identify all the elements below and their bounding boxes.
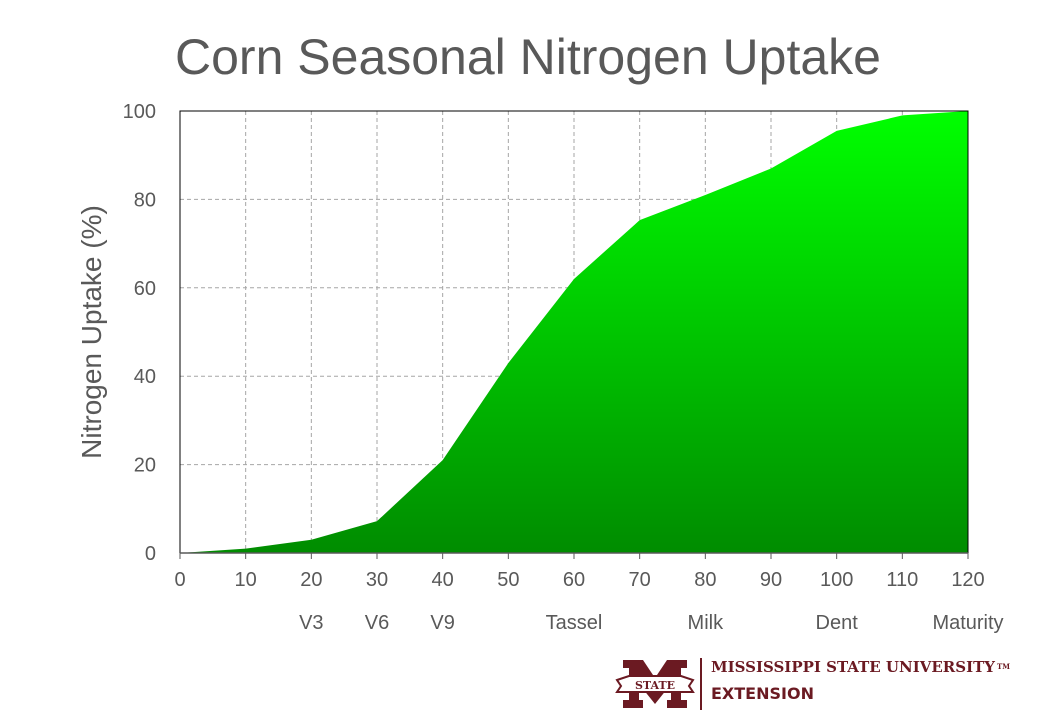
stage-label: Dent [816, 612, 859, 634]
emblem-text: STATE [635, 679, 675, 692]
y-tick-label: 80 [134, 189, 156, 211]
x-tick-label: 80 [694, 569, 716, 591]
x-tick-label: 90 [760, 569, 782, 591]
x-tick-label: 60 [563, 569, 585, 591]
stage-label: Maturity [932, 612, 1003, 634]
x-tick-label: 0 [174, 569, 185, 591]
x-tick-label: 100 [820, 569, 853, 591]
y-axis-label: Nitrogen Uptake (%) [76, 205, 107, 459]
logo-line1: MISSISSIPPI STATE UNIVERSITY [711, 658, 995, 676]
y-tick-label: 100 [123, 101, 156, 123]
msu-extension-logo: STATE MISSISSIPPI STATE UNIVERSITY TM EXT… [615, 654, 1035, 714]
y-tick-label: 60 [134, 278, 156, 300]
stage-label: V3 [299, 612, 323, 634]
logo-line1-row: MISSISSIPPI STATE UNIVERSITY TM [711, 658, 1010, 676]
x-tick-label: 50 [497, 569, 519, 591]
uptake-area [180, 111, 968, 553]
x-tick-label: 70 [629, 569, 651, 591]
chart-title: Corn Seasonal Nitrogen Uptake [175, 29, 881, 85]
logo-tm: TM [997, 662, 1010, 671]
x-tick-label: 110 [886, 569, 918, 591]
stage-label: V6 [365, 612, 389, 634]
x-tick-label: 120 [951, 569, 984, 591]
chart: 0 10 20 30 40 50 60 70 80 90 100 110 120 0 20 40 60 80 100… [76, 101, 1004, 634]
x-tick-label: 40 [432, 569, 454, 591]
y-tick-label: 0 [145, 543, 156, 565]
x-tick-label: 20 [300, 569, 322, 591]
x-tick-label: 10 [235, 569, 257, 591]
stage-label: Milk [688, 612, 725, 634]
x-tick-label: 30 [366, 569, 388, 591]
y-tick-label: 20 [134, 455, 156, 477]
stage-label: Tassel [546, 612, 603, 634]
logo-divider [700, 658, 702, 710]
y-tick-label: 40 [134, 366, 156, 388]
msu-m-emblem-icon: STATE [615, 660, 695, 708]
stage-label: V9 [430, 612, 454, 634]
logo-line2: EXTENSION [711, 684, 814, 703]
